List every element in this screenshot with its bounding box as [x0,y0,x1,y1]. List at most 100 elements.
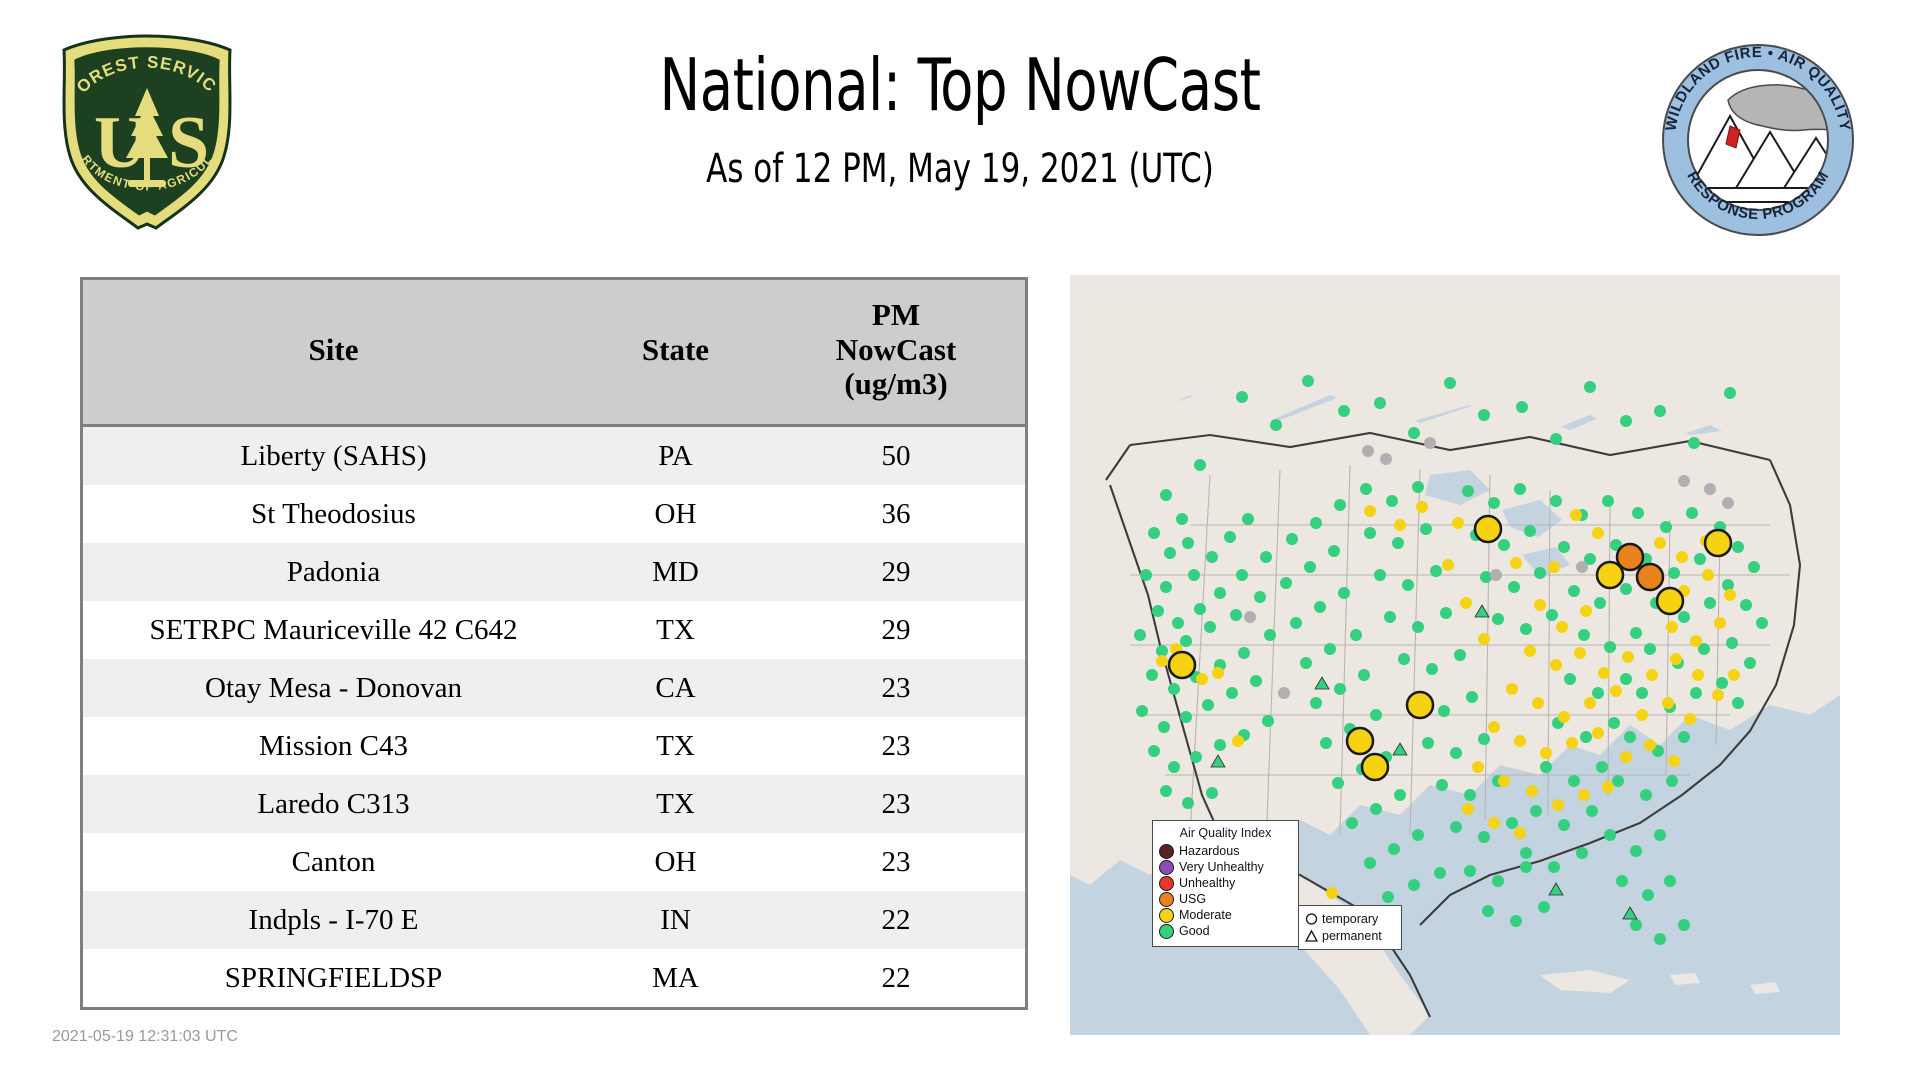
cell-site: Mission C43 [81,717,584,775]
legend-item-permanent: permanent [1304,927,1396,944]
top-site-marker [1635,562,1665,592]
top-site-marker [1615,542,1645,572]
legend-label-permanent: permanent [1322,928,1382,943]
table-row: Padonia MD 29 [81,543,1027,601]
cell-value: 50 [767,425,1027,485]
usda-forest-service-shield-logo: FOREST SERVICE DEPARTMENT OF AGRICULTURE… [46,17,242,232]
map-sites-permanent [1210,604,1638,920]
legend-item-usg: USG [1159,891,1292,907]
top-nowcast-table-container: Site State PM NowCast (ug/m3) Liberty (S… [80,277,1028,1010]
legend-swatch-unhealthy-icon [1159,875,1174,891]
table-row: St Theodosius OH 36 [81,485,1027,543]
legend-label-very-unhealthy: Very Unhealthy [1179,860,1264,874]
map-sites-nodata [1244,437,1734,699]
legend-item-good: Good [1159,923,1292,939]
page-title: National: Top NowCast [659,43,1261,127]
legend-swatch-usg-icon [1159,891,1174,907]
aqi-legend: Air Quality Index Hazardous Very Unhealt… [1152,820,1299,947]
cell-site: SETRPC Mauriceville 42 C642 [81,601,584,659]
cell-state: MD [584,543,767,601]
table-row: Liberty (SAHS) PA 50 [81,425,1027,485]
circle-outline-icon [1304,911,1319,926]
cell-state: PA [584,425,767,485]
cell-state: CA [584,659,767,717]
cell-site: Canton [81,833,584,891]
cell-site: Indpls - I-70 E [81,891,584,949]
column-header-pm-line2: NowCast [835,331,957,367]
legend-swatch-moderate-icon [1159,907,1174,923]
triangle-outline-icon [1304,928,1319,943]
cell-site: St Theodosius [81,485,584,543]
marker-type-legend: temporary permanent [1298,905,1402,950]
cell-site: SPRINGFIELDSP [81,949,584,1009]
legend-label-unhealthy: Unhealthy [1179,876,1236,890]
page-subtitle: As of 12 PM, May 19, 2021 (UTC) [706,145,1214,192]
air-quality-map[interactable]: Air Quality Index Hazardous Very Unhealt… [1070,275,1840,1035]
column-header-site: Site [81,278,584,427]
cell-state: TX [584,717,767,775]
cell-site: Laredo C313 [81,775,584,833]
top-nowcast-table: Site State PM NowCast (ug/m3) Liberty (S… [80,277,1028,1010]
legend-label-good: Good [1179,924,1210,938]
table-header-row: Site State PM NowCast (ug/m3) [81,278,1027,427]
top-site-marker [1405,690,1435,720]
map-sites-moderate [1156,501,1740,937]
top-site-marker [1595,560,1625,590]
cell-state: OH [584,833,767,891]
legend-swatch-good-icon [1159,923,1174,939]
cell-value: 23 [767,833,1027,891]
table-row: Laredo C313 TX 23 [81,775,1027,833]
top-site-marker [1703,528,1733,558]
page-header: FOREST SERVICE DEPARTMENT OF AGRICULTURE… [0,0,1920,265]
column-header-pm-line1: PM [871,296,921,332]
table-row: Indpls - I-70 E IN 22 [81,891,1027,949]
table-body: Liberty (SAHS) PA 50 St Theodosius OH 36… [81,425,1027,1009]
table-row: SPRINGFIELDSP MA 22 [81,949,1027,1009]
cell-value: 23 [767,775,1027,833]
cell-value: 23 [767,659,1027,717]
aqi-legend-title: Air Quality Index [1179,826,1272,840]
legend-item-hazardous: Hazardous [1159,843,1292,859]
top-site-marker [1345,726,1375,756]
legend-label-hazardous: Hazardous [1179,844,1240,858]
cell-site: Padonia [81,543,584,601]
footer-timestamp: 2021-05-19 12:31:03 UTC [52,1028,238,1045]
svg-text:S: S [168,102,209,184]
top-site-marker [1473,514,1503,544]
cell-state: IN [584,891,767,949]
cell-value: 22 [767,949,1027,1009]
cell-value: 29 [767,543,1027,601]
table-row: Mission C43 TX 23 [81,717,1027,775]
cell-site: Otay Mesa - Donovan [81,659,584,717]
cell-value: 36 [767,485,1027,543]
cell-value: 23 [767,717,1027,775]
map-state-borders [1130,464,1790,876]
legend-item-temporary: temporary [1304,910,1396,927]
top-site-marker [1167,650,1197,680]
cell-value: 29 [767,601,1027,659]
column-header-state: State [584,278,767,427]
title-block: National: Top NowCast As of 12 PM, May 1… [300,43,1620,192]
cell-value: 22 [767,891,1027,949]
legend-label-moderate: Moderate [1179,908,1232,922]
table-row: Otay Mesa - Donovan CA 23 [81,659,1027,717]
cell-state: TX [584,775,767,833]
table-header: Site State PM NowCast (ug/m3) [81,278,1027,427]
wildland-fire-air-quality-response-program-logo: WILDLAND FIRE • AIR QUALITY RESPONSE PRO… [1660,42,1856,238]
legend-label-temporary: temporary [1322,911,1379,926]
legend-swatch-very-unhealthy-icon [1159,859,1174,875]
table-row: SETRPC Mauriceville 42 C642 TX 29 [81,601,1027,659]
column-header-site-label: Site [308,331,359,367]
cell-state: OH [584,485,767,543]
legend-item-moderate: Moderate [1159,907,1292,923]
column-header-pm-line3: (ug/m3) [844,366,948,402]
legend-swatch-hazardous-icon [1159,843,1174,859]
column-header-state-label: State [641,331,710,367]
cell-site: Liberty (SAHS) [81,425,584,485]
table-row: Canton OH 23 [81,833,1027,891]
map-landmass [1070,275,1840,1035]
cell-state: MA [584,949,767,1009]
top-site-marker [1360,752,1390,782]
legend-item-very-unhealthy: Very Unhealthy [1159,859,1292,875]
top-site-marker [1655,586,1685,616]
